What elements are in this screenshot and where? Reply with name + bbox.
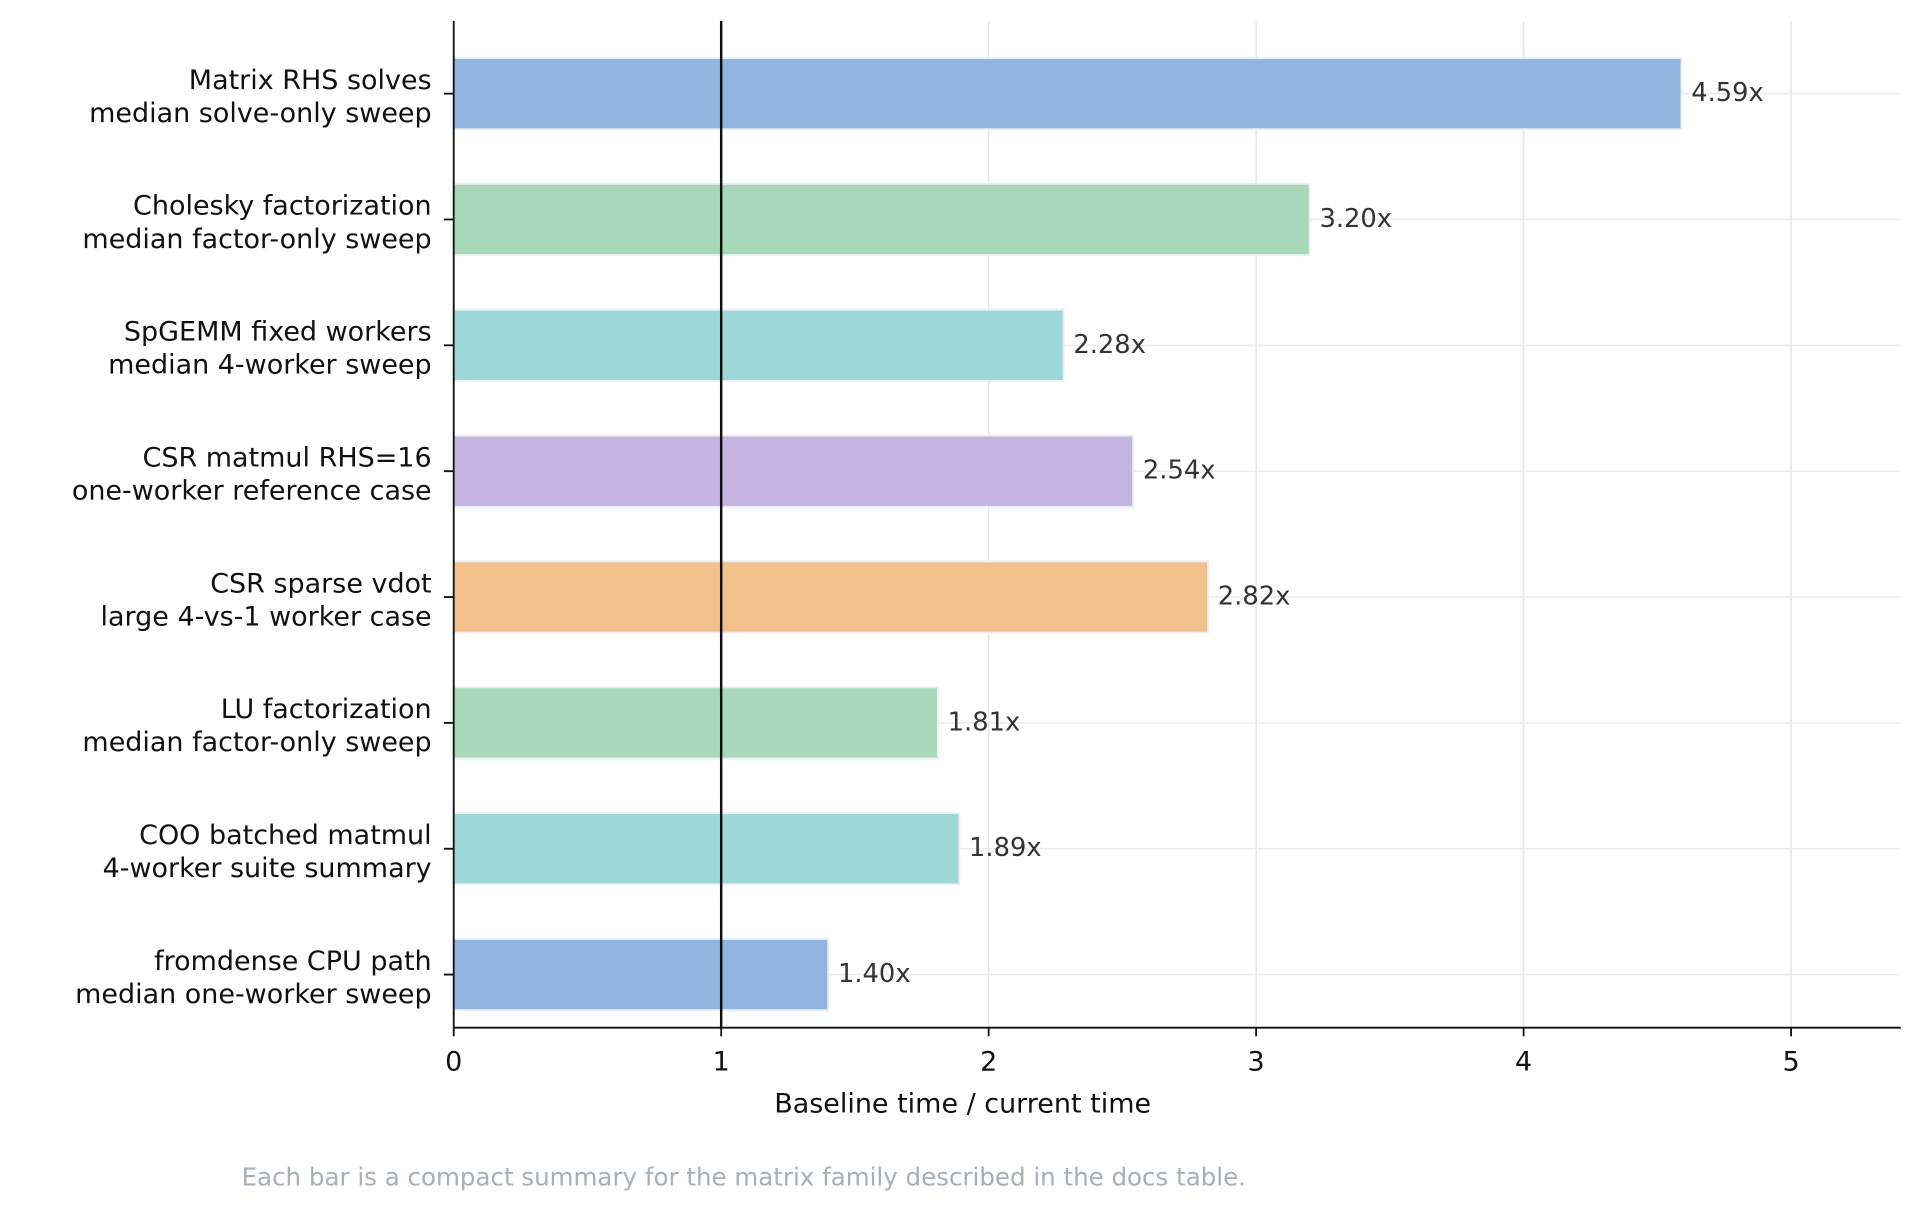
- y-tick-label: median 4-worker sweep: [108, 350, 432, 381]
- bar: [452, 308, 1065, 382]
- bar: [452, 183, 1311, 256]
- y-tick-label: median factor-only sweep: [82, 727, 431, 758]
- bar: [452, 686, 939, 760]
- y-tick-label: SpGEMM fixed workers: [124, 317, 432, 348]
- y-tick-label: fromdense CPU path: [154, 946, 432, 977]
- bar: [452, 57, 1683, 131]
- bar: [452, 434, 1135, 508]
- x-tick-label: 0: [445, 1047, 462, 1078]
- value-label: 1.81x: [948, 707, 1021, 737]
- y-tick-label: Cholesky factorization: [133, 191, 432, 222]
- x-axis-label: Baseline time / current time: [774, 1088, 1151, 1119]
- x-tick-label: 1: [713, 1047, 730, 1078]
- bar: [452, 812, 961, 886]
- y-tick-label: LU factorization: [221, 694, 432, 725]
- y-tick-label: 4-worker suite summary: [103, 853, 432, 884]
- y-tick-label: median factor-only sweep: [82, 224, 431, 255]
- footnote: Each bar is a compact summary for the ma…: [242, 1163, 1246, 1192]
- y-tick-label: median one-worker sweep: [75, 979, 432, 1010]
- value-label: 3.20x: [1319, 204, 1392, 234]
- value-label: 4.59x: [1691, 78, 1764, 108]
- bar: [452, 938, 830, 1012]
- bar: [452, 560, 1209, 634]
- value-label: 1.40x: [838, 959, 911, 989]
- value-label: 2.54x: [1143, 456, 1216, 486]
- y-tick-label: one-worker reference case: [72, 476, 432, 507]
- y-tick-label: CSR matmul RHS=16: [143, 442, 432, 473]
- y-tick-label: Matrix RHS solves: [189, 65, 432, 96]
- x-tick-label: 3: [1248, 1047, 1265, 1078]
- value-label: 2.82x: [1218, 582, 1291, 612]
- value-label: 1.89x: [969, 833, 1042, 863]
- value-label: 2.28x: [1073, 330, 1146, 360]
- x-tick-label: 2: [980, 1047, 997, 1078]
- y-tick-label: median solve-only sweep: [89, 98, 432, 129]
- y-tick-label: CSR sparse vdot: [210, 568, 431, 599]
- x-tick-label: 4: [1515, 1047, 1532, 1078]
- y-tick-label: large 4-vs-1 worker case: [101, 601, 432, 632]
- x-tick-label: 5: [1782, 1047, 1799, 1078]
- y-tick-label: COO batched matmul: [139, 820, 432, 851]
